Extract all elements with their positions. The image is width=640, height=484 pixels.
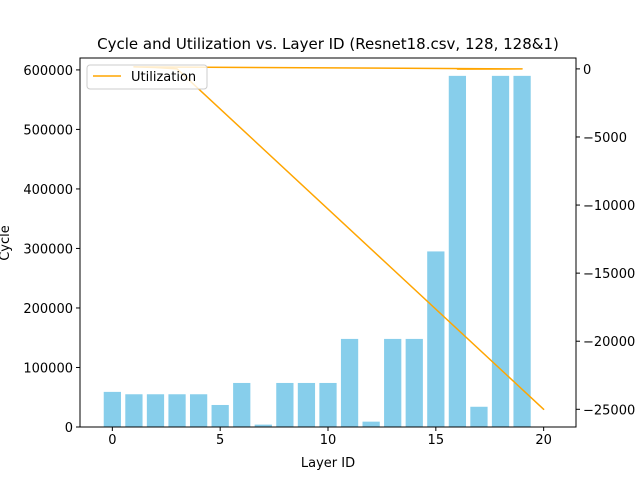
y-tick-label: 600000 [23,64,73,79]
y-tick-label: 100000 [23,361,73,376]
bar-layer-2 [146,394,165,427]
y-tick-label: 300000 [23,242,73,257]
legend-box [86,64,208,90]
bar-layer-16 [448,75,467,428]
x-tick-label: 15 [428,433,445,448]
bar-layer-6 [233,382,251,427]
y-tick-label: 200000 [23,302,73,317]
bar-layer-5 [211,404,229,427]
y2-ticks: 0 −5000 −10000 −15000 −20000 −25000 [576,63,635,418]
y-tick-label: 500000 [23,123,73,138]
bar-layer-8 [276,382,294,427]
legend: Utilization [86,64,208,90]
x-tick-label: 20 [535,433,552,448]
bar-layer-15 [427,251,445,427]
bar-layer-14 [405,338,423,427]
x-axis-label: Layer ID [301,456,355,471]
y2-tick-label: 0 [583,63,591,78]
bars-layer [103,75,531,428]
bar-layer-3 [168,394,186,427]
y-tick-label: 0 [65,421,73,436]
bar-layer-12 [362,421,380,427]
bar-layer-10 [319,382,337,427]
y2-tick-label: −5000 [583,131,627,146]
x-tick-label: 5 [216,433,224,448]
bar-layer-17 [470,406,488,427]
y2-tick-label: −25000 [583,403,635,418]
bar-layer-18 [491,75,510,428]
bar-layer-13 [384,338,402,427]
bar-layer-1 [125,394,143,427]
x-tick-label: 10 [320,433,337,448]
x-tick-label: 0 [108,433,116,448]
chart-title: Cycle and Utilization vs. Layer ID (Resn… [97,35,559,53]
bar-layer-4 [189,394,208,427]
bar-layer-9 [297,382,316,427]
y-axis-label: Cycle [0,225,13,261]
legend-label-utilization: Utilization [131,70,196,85]
x-ticks: 0 5 10 15 20 [108,427,552,448]
y2-tick-label: −20000 [583,335,635,350]
y-ticks: 0 100000 200000 300000 400000 500000 600000 [23,64,80,436]
y2-tick-label: −15000 [583,267,635,282]
bar-layer-19 [513,75,531,428]
y-tick-label: 400000 [23,183,73,198]
bar-layer-11 [340,338,359,427]
y2-tick-label: −10000 [583,199,635,214]
bar-layer-7 [254,424,272,427]
bar-layer-0 [103,391,121,427]
